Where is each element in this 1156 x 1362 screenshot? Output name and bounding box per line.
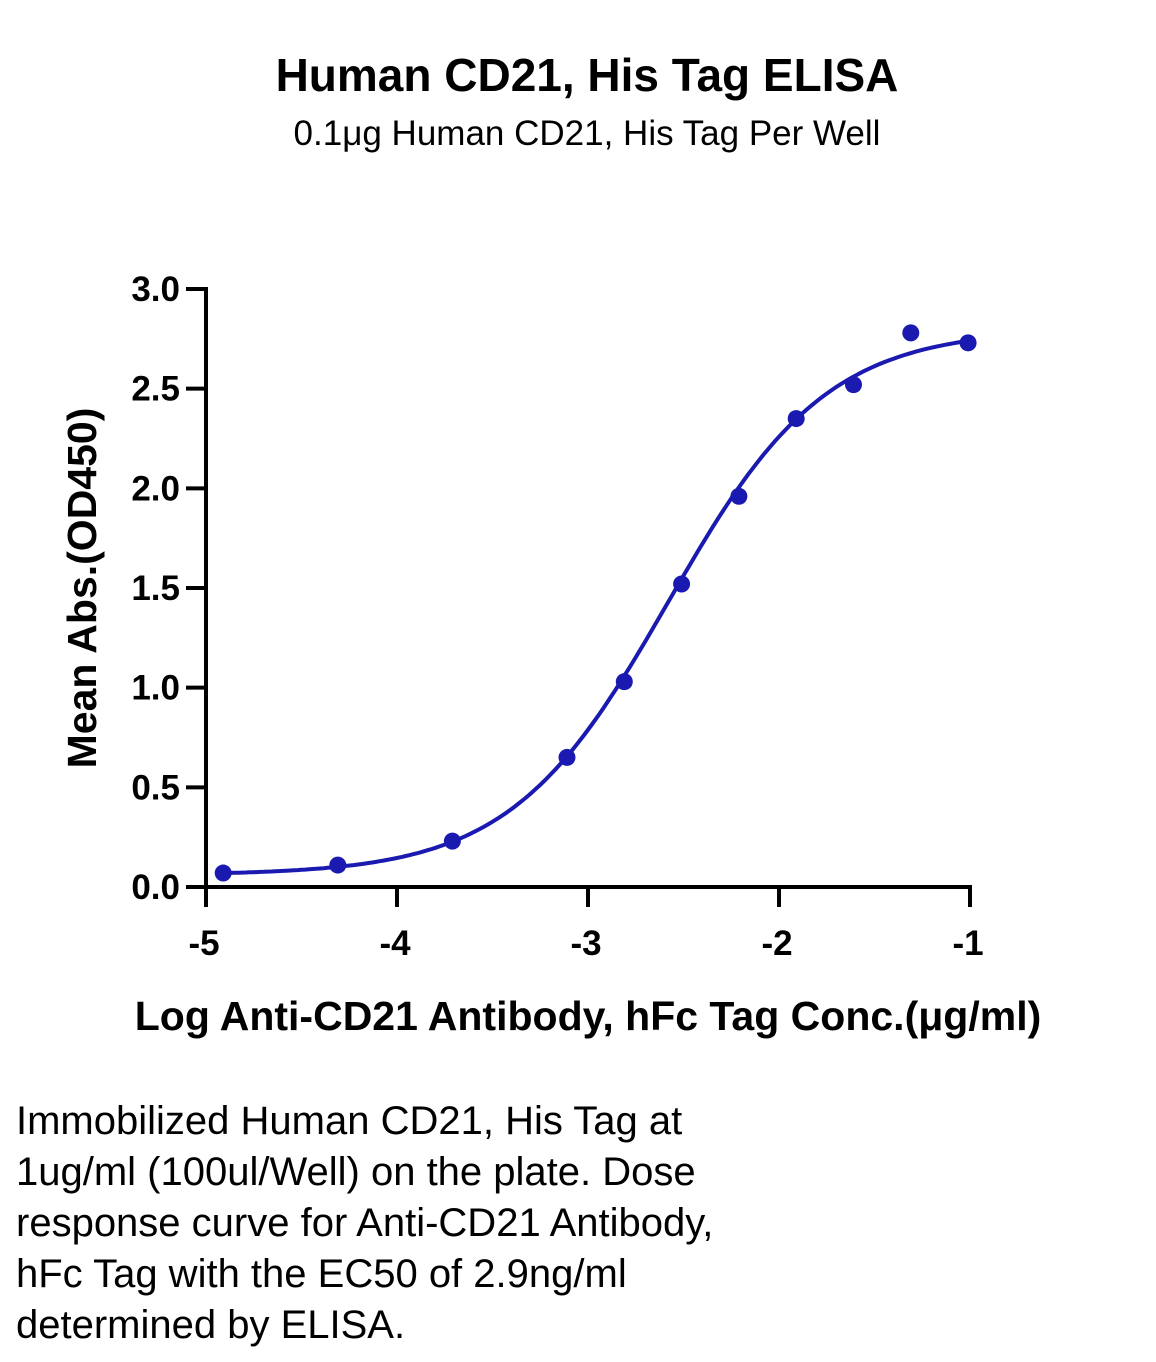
data-point [959,334,977,352]
x-axis-label: Log Anti-CD21 Antibody, hFc Tag Conc.(μg… [135,993,1042,1039]
fit-curve [223,338,969,876]
data-point [443,832,461,850]
y-tick-label: 1.0 [131,669,180,708]
caption-line: 1ug/ml (100ul/Well) on the plate. Dose [16,1150,696,1194]
y-tick-label: 2.5 [131,370,180,409]
data-point [558,748,576,766]
data-point [214,864,232,882]
y-tick-label: 1.5 [131,569,180,608]
caption-line: determined by ELISA. [16,1303,406,1347]
x-tick-label: -4 [379,924,411,963]
caption: Immobilized Human CD21, His Tag at 1ug/m… [16,1096,876,1351]
y-tick-label: 0.5 [131,768,180,807]
caption-line: Immobilized Human CD21, His Tag at [16,1099,683,1143]
data-point [902,324,920,342]
x-tick-label: -5 [188,924,219,963]
data-point [673,575,691,593]
data-point [329,856,347,874]
y-axis-label: Mean Abs.(OD450) [59,408,105,769]
y-tick-label: 3.0 [131,270,180,309]
chart-area: 0.0 0.5 1.0 1.5 2.0 2.5 3.0 -5 -4 -3 -2 -1 Log Anti-… [59,270,1042,1039]
y-tick-label: 2.0 [131,469,180,508]
data-point [615,673,633,691]
data-point [844,376,862,394]
x-tick-label: -3 [570,924,601,963]
x-tick-label: -1 [952,924,983,963]
chart-title: Human CD21, His Tag ELISA [275,49,899,101]
caption-line: hFc Tag with the EC50 of 2.9ng/ml [16,1252,627,1296]
y-tick-label: 0.0 [131,868,180,907]
data-point [787,410,805,428]
data-point [730,487,748,505]
caption-line: response curve for Anti-CD21 Antibody, [16,1201,714,1245]
x-tick-label: -2 [761,924,792,963]
chart-subtitle: 0.1μg Human CD21, His Tag Per Well [293,114,881,153]
